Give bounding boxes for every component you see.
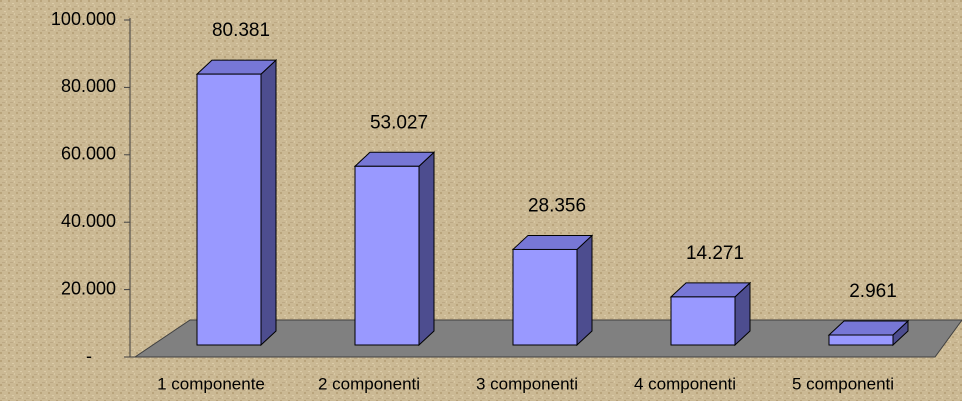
value-label: 2.961 (849, 281, 897, 302)
x-tick-label: 4 componenti (634, 374, 736, 393)
bar (353, 151, 436, 347)
bar-face (828, 334, 894, 346)
y-tick-label: 40.000 (61, 211, 116, 231)
bar-face (670, 296, 736, 346)
y-tick-label: 80.000 (61, 76, 116, 96)
bar-face (260, 58, 277, 347)
x-tick-label: 5 componenti (792, 374, 894, 393)
value-label: 53.027 (370, 112, 428, 133)
y-tick-label: 20.000 (61, 278, 116, 298)
x-tick-label: 1 componente (157, 374, 265, 393)
bar (511, 234, 594, 347)
bar-face (576, 234, 593, 347)
y-tick-label: 60.000 (61, 144, 116, 164)
y-tick-label: - (86, 346, 92, 366)
value-label: 28.356 (528, 195, 586, 216)
bar-face (512, 248, 578, 346)
bar (195, 58, 278, 347)
x-tick-label: 2 componenti (318, 374, 420, 393)
bar-face (418, 151, 435, 347)
bar (827, 319, 910, 347)
bar-face (354, 165, 420, 346)
value-label: 14.271 (686, 243, 744, 264)
bar-face (196, 73, 262, 346)
bar (669, 281, 752, 347)
y-tick-label: 100.000 (51, 9, 116, 29)
x-tick-label: 3 componenti (476, 374, 578, 393)
value-label: 80.381 (212, 20, 270, 41)
